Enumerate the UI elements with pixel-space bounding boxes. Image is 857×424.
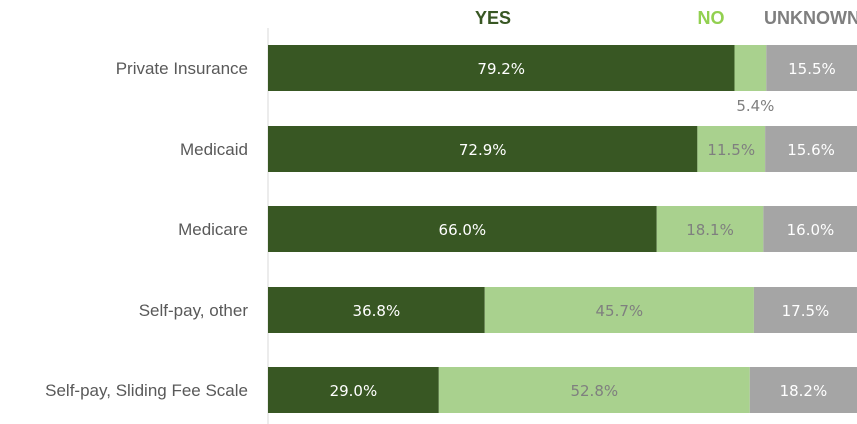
bar-segment-no (656, 206, 764, 252)
category-labels: Private Insurance Medicaid Medicare Self-pa… (45, 59, 248, 400)
category-label: Private Insurance (116, 59, 248, 78)
data-label-no: 5.4% (736, 97, 774, 115)
category-label: Medicaid (180, 140, 248, 159)
data-label-no: 52.8% (570, 382, 618, 400)
category-label: Self-pay, other (139, 301, 249, 320)
bars-group: 79.2% 5.4% 15.5% 72.9% 11.5% 15.6% 66.0% 18.1% 1… (268, 45, 857, 413)
bar-segment-unknown (749, 367, 857, 413)
bar-segment-yes (268, 287, 485, 333)
legend-item-no: NO (698, 8, 725, 28)
bar-segment-no (697, 126, 766, 172)
category-label: Self-pay, Sliding Fee Scale (45, 381, 248, 400)
data-label-yes: 36.8% (353, 302, 401, 320)
bar-segment-yes (268, 126, 698, 172)
data-label-yes: 72.9% (459, 141, 507, 159)
bar-segment-unknown (753, 287, 857, 333)
data-label-yes: 79.2% (477, 60, 525, 78)
legend-item-unknown: UNKNOWN (764, 8, 857, 28)
bar-segment-yes (268, 45, 735, 91)
data-label-no: 45.7% (596, 302, 644, 320)
data-label-unknown: 15.5% (788, 60, 836, 78)
data-label-no: 11.5% (707, 141, 755, 159)
data-label-unknown: 18.2% (780, 382, 828, 400)
bar-segment-unknown (763, 206, 857, 252)
bar-segment-unknown (765, 126, 857, 172)
bar-segment-no (438, 367, 750, 413)
bar-segment-yes (268, 206, 657, 252)
data-label-unknown: 16.0% (787, 221, 835, 239)
data-label-yes: 29.0% (330, 382, 378, 400)
data-label-no: 18.1% (686, 221, 734, 239)
legend: YES NO UNKNOWN (475, 8, 857, 28)
category-label: Medicare (178, 220, 248, 239)
bar-segment-no (484, 287, 754, 333)
data-label-unknown: 15.6% (787, 141, 835, 159)
legend-item-yes: YES (475, 8, 511, 28)
bar-segment-yes (268, 367, 439, 413)
data-label-yes: 66.0% (439, 221, 487, 239)
data-label-unknown: 17.5% (782, 302, 830, 320)
bar-segment-unknown (766, 45, 857, 91)
bar-segment-no (734, 45, 767, 91)
